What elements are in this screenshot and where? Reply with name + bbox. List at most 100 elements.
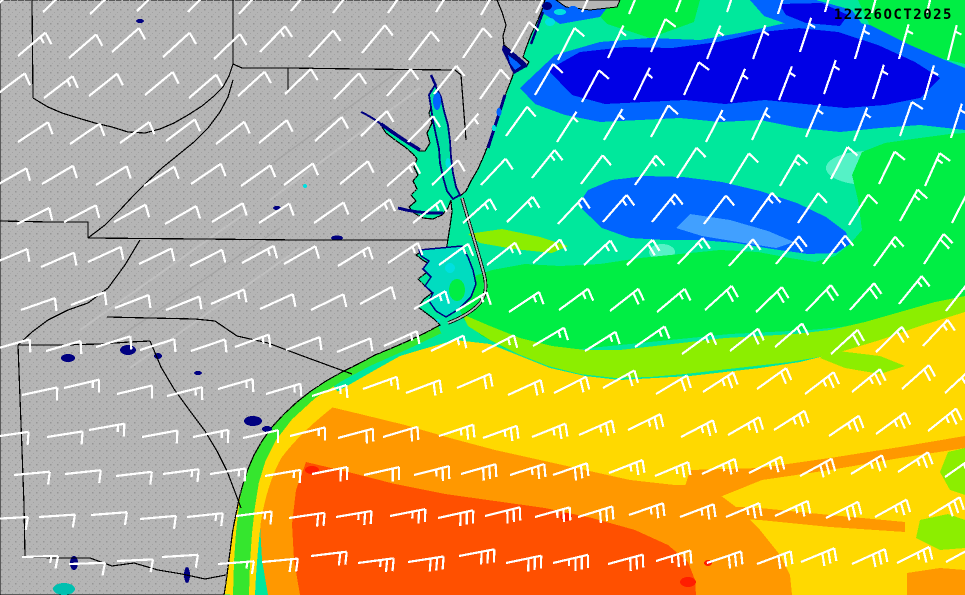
wind-barb-segment bbox=[435, 0, 445, 13]
wind-barb-segment bbox=[552, 553, 589, 565]
wind-barb-segment bbox=[198, 296, 203, 310]
wind-barb-segment bbox=[667, 104, 679, 115]
wind-barb-segment bbox=[98, 470, 102, 484]
wind-barb-segment bbox=[637, 288, 645, 301]
wind-barb-segment bbox=[899, 502, 906, 516]
wind-barb-segment bbox=[455, 291, 488, 312]
wind-barb-segment bbox=[633, 67, 651, 101]
wind-barb-segment bbox=[680, 419, 714, 438]
delmarva-lagoons bbox=[486, 94, 507, 149]
wind-barb-segment bbox=[49, 555, 53, 564]
wind-barb-segment bbox=[789, 551, 794, 565]
wind-barb-segment bbox=[0, 72, 26, 94]
wind-barb-segment bbox=[217, 560, 254, 566]
wind-barb-segment bbox=[871, 554, 877, 568]
wind-barb-segment bbox=[428, 558, 432, 572]
wind-barb-segment bbox=[741, 73, 749, 80]
wind-barb-segment bbox=[465, 426, 470, 440]
wind-barb-segment bbox=[922, 65, 935, 101]
wind-barb-segment bbox=[505, 106, 528, 137]
wind-barb-segment bbox=[747, 243, 754, 251]
wind-barb-segment bbox=[923, 233, 945, 265]
wind-barb-segment bbox=[283, 245, 316, 265]
wind-barb-segment bbox=[196, 469, 200, 483]
wind-barb-segment bbox=[894, 150, 906, 161]
wind-barb-segment bbox=[928, 496, 961, 517]
wind-barb-segment bbox=[873, 282, 883, 295]
lake bbox=[136, 19, 144, 23]
wind-barb-segment bbox=[314, 116, 343, 142]
wind-barb-segment bbox=[913, 194, 921, 201]
wind-barb-segment bbox=[607, 553, 644, 566]
wind-barb-segment bbox=[832, 371, 841, 385]
wind-barb-segment bbox=[483, 376, 488, 390]
wind-barb-segment bbox=[234, 333, 270, 349]
wind-barb-segment bbox=[289, 426, 326, 438]
wind-barb-segment bbox=[848, 194, 870, 226]
wind-barb-segment bbox=[604, 244, 611, 252]
wind-barb-segment bbox=[851, 333, 861, 346]
wind-barb-segment bbox=[531, 422, 566, 439]
wind-barb-segment bbox=[534, 63, 555, 96]
wind-barb-segment bbox=[473, 117, 480, 125]
wind-barb-segment bbox=[94, 204, 101, 219]
wind-barb-segment bbox=[676, 147, 698, 179]
wind-barb-segment bbox=[311, 162, 320, 176]
wind-barb-segment bbox=[242, 289, 248, 303]
wind-barb-segment bbox=[261, 557, 298, 564]
wind-barb-segment bbox=[850, 454, 883, 475]
wind-barb-segment bbox=[313, 201, 345, 224]
wind-barb-segment bbox=[757, 328, 765, 341]
wind-barb-segment bbox=[166, 386, 203, 398]
wind-barb-segment bbox=[916, 280, 923, 288]
wind-barb-segment bbox=[553, 149, 564, 161]
wind-barb-segment bbox=[727, 555, 732, 569]
border-line bbox=[31, 0, 34, 99]
wind-barb-segment bbox=[13, 470, 50, 477]
wind-barb-segment bbox=[683, 288, 692, 301]
wind-barb-segment bbox=[408, 166, 414, 174]
wind-barb-segment bbox=[98, 123, 106, 137]
wind-barb-segment bbox=[288, 203, 295, 217]
wind-barb-segment bbox=[530, 468, 534, 476]
wind-barb-segment bbox=[214, 513, 218, 522]
wind-barb-segment bbox=[792, 417, 797, 425]
wind-barb-segment bbox=[729, 327, 759, 352]
wind-barb-segment bbox=[758, 416, 765, 430]
wind-barb-segment bbox=[486, 550, 490, 564]
wind-barb-segment bbox=[295, 558, 299, 572]
wind-barb-segment bbox=[627, 413, 661, 431]
coastal-cyan-patch bbox=[545, 18, 555, 26]
wind-barb-segment bbox=[768, 462, 773, 470]
wind-barb-segment bbox=[298, 469, 302, 483]
wind-barb-segment bbox=[242, 429, 279, 440]
wind-barb-segment bbox=[384, 24, 394, 37]
wind-barb-segment bbox=[488, 198, 498, 211]
wind-barb-segment bbox=[245, 561, 249, 569]
wind-barb-segment bbox=[432, 382, 437, 396]
wind-barb-segment bbox=[161, 553, 198, 559]
wind-barb-segment bbox=[851, 548, 886, 566]
sound-green-patch bbox=[449, 279, 465, 301]
wind-barb-segment bbox=[822, 234, 847, 265]
wind-barb-segment bbox=[870, 0, 877, 14]
wind-barb-segment bbox=[651, 239, 661, 252]
wind-barb-segment bbox=[700, 508, 704, 516]
wind-barb-segment bbox=[711, 420, 718, 434]
wind-barb-segment bbox=[725, 289, 735, 303]
wind-barb-segment bbox=[669, 198, 676, 206]
wind-barb-segment bbox=[543, 464, 547, 478]
wind-barb-segment bbox=[141, 429, 178, 439]
wind-barb-segment bbox=[241, 202, 248, 216]
wind-barb-segment bbox=[441, 556, 445, 570]
savannah-river-border bbox=[149, 340, 242, 509]
wind-barb-segment bbox=[873, 236, 896, 267]
wind-barb-segment bbox=[751, 107, 769, 141]
wind-barb-segment bbox=[748, 455, 782, 474]
wind-barb-segment bbox=[825, 289, 835, 302]
wind-barb-segment bbox=[23, 72, 32, 86]
wind-barb-segment bbox=[799, 457, 833, 477]
wind-barb-segment bbox=[788, 71, 797, 78]
wind-barb-segment bbox=[840, 240, 847, 247]
wind-barb-segment bbox=[192, 428, 229, 439]
